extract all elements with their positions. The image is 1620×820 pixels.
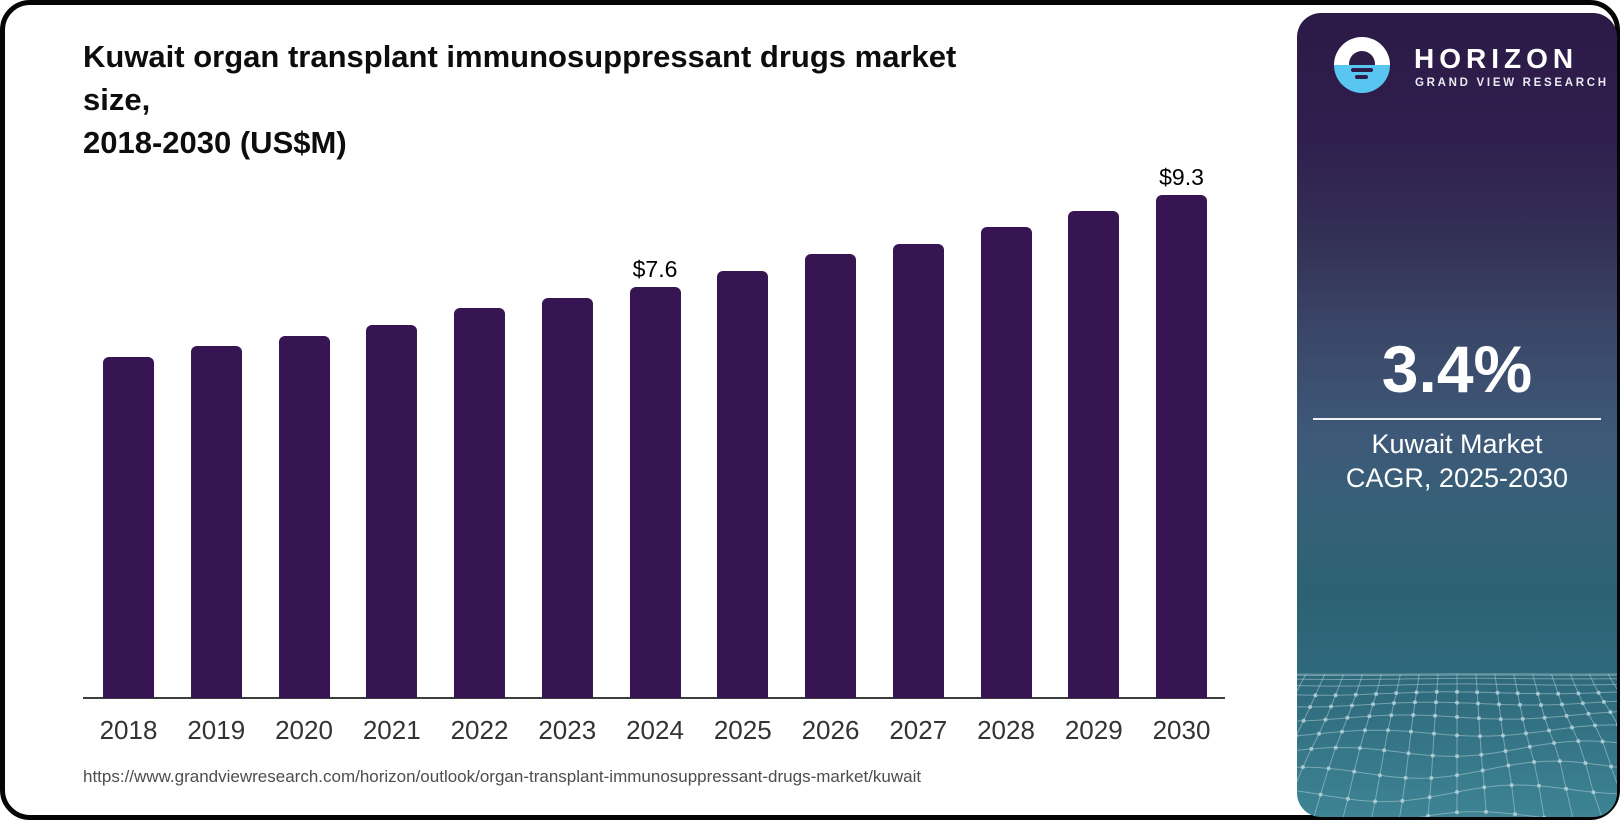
- bar-chart: 2018 2019 2020 2021 2022 2023 2024 2025 2026 2027…: [5, 5, 1295, 820]
- cagr-label: Kuwait Market CAGR, 2025-2030: [1297, 427, 1617, 495]
- bar-2027: [892, 243, 944, 698]
- source-url: https://www.grandviewresearch.com/horizo…: [83, 767, 922, 786]
- bar-2022: [454, 308, 505, 698]
- chart-title-line3: 2018-2030 (US$M): [83, 125, 347, 160]
- logo-water-line2: [1355, 75, 1368, 79]
- x-tick-2018: 2018: [99, 715, 158, 745]
- bar-2024: [629, 286, 681, 698]
- x-tick-2022: 2022: [450, 715, 509, 745]
- cagr-label-line1: Kuwait Market: [1371, 429, 1543, 459]
- stat-divider: [1313, 418, 1601, 420]
- x-tick-2020: 2020: [275, 715, 333, 745]
- value-label-2030: $9.3: [1159, 163, 1204, 190]
- logo-water-line1: [1351, 68, 1373, 72]
- wireframe-mesh-decoration: [1297, 673, 1617, 817]
- bar-2021: [366, 324, 418, 698]
- bar-2029: [1068, 211, 1120, 698]
- bar-2018: [103, 357, 154, 698]
- cagr-label-line2: CAGR, 2025-2030: [1345, 463, 1569, 493]
- brand-name: HORIZON: [1414, 43, 1579, 74]
- x-tick-2019: 2019: [187, 715, 246, 745]
- x-tick-2027: 2027: [889, 715, 948, 745]
- bar-2020: [278, 335, 330, 698]
- sidebar: HORIZON GRAND VIEW RESEARCH 3.4% Kuwait …: [1297, 13, 1617, 817]
- x-axis-line: [83, 697, 1225, 699]
- value-label-2024: $7.6: [632, 255, 678, 282]
- x-tick-2024: 2024: [626, 715, 684, 745]
- bar-2025: [717, 270, 769, 698]
- x-tick-2026: 2026: [801, 715, 860, 745]
- horizon-logo-icon: [1334, 37, 1390, 93]
- brand-subtitle: GRAND VIEW RESEARCH: [1415, 77, 1609, 89]
- bar-2028: [980, 227, 1032, 698]
- logo-sun-shape: [1349, 51, 1375, 65]
- x-tick-2021: 2021: [362, 715, 421, 745]
- x-tick-2028: 2028: [977, 715, 1035, 745]
- chart-title: Kuwait organ transplant immunosuppressan…: [83, 35, 956, 164]
- cagr-value: 3.4%: [1381, 332, 1533, 406]
- chart-title-line1: Kuwait organ transplant immunosuppressan…: [83, 39, 957, 74]
- bar-2026: [805, 254, 856, 698]
- x-tick-2023: 2023: [538, 715, 597, 745]
- bar-2019: [190, 346, 242, 698]
- x-tick-2029: 2029: [1064, 715, 1123, 745]
- bar-2023: [541, 297, 593, 698]
- chart-title-line2: size,: [83, 82, 151, 117]
- x-tick-2025: 2025: [713, 715, 772, 745]
- bar-2030: [1156, 194, 1207, 698]
- x-tick-2030: 2030: [1152, 715, 1211, 745]
